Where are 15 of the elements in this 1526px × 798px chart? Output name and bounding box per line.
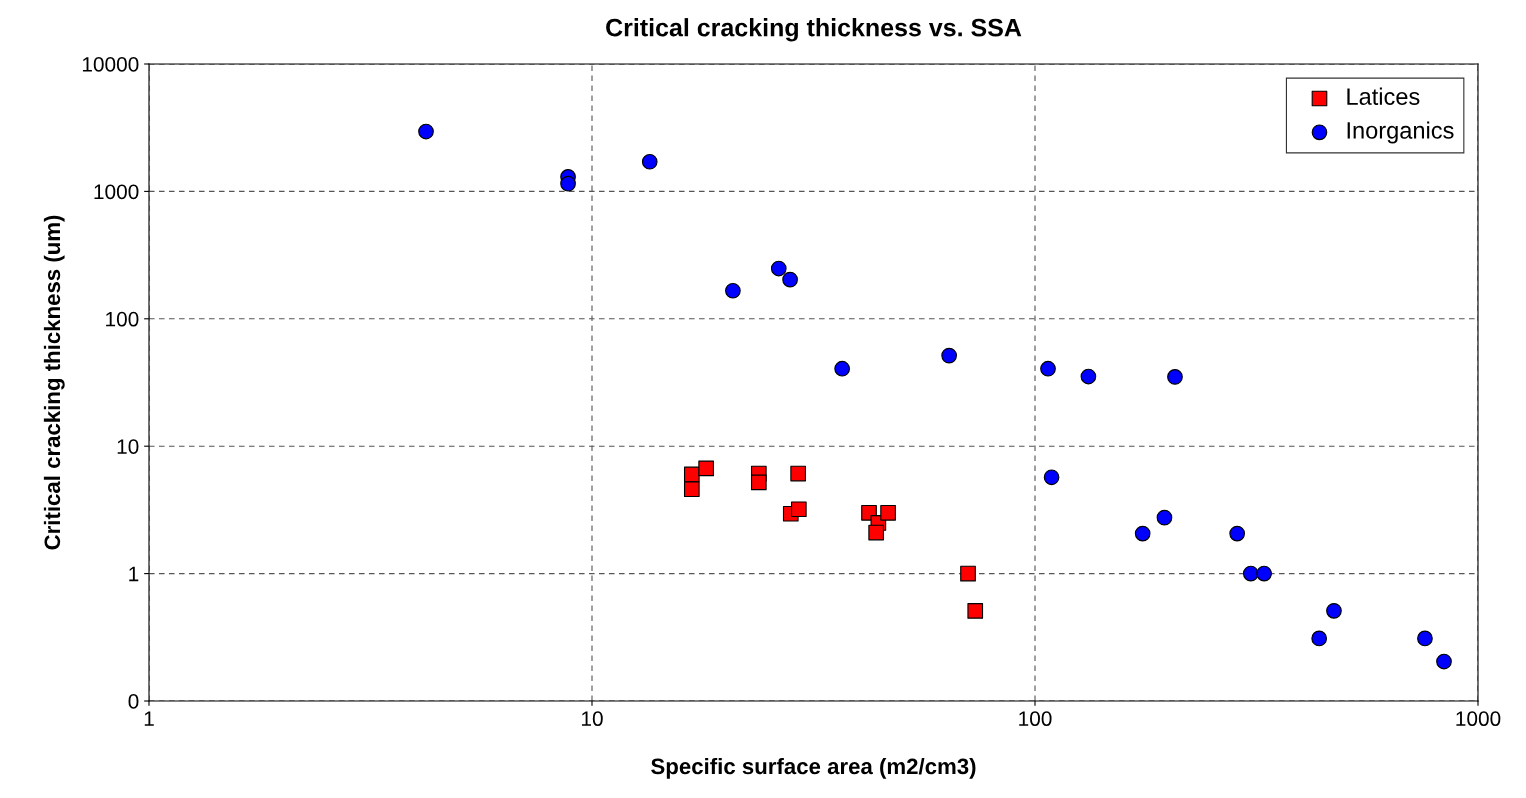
y-tick-label: 100 xyxy=(106,311,139,327)
y-tick-label: 1000 xyxy=(94,184,139,200)
x-tick-label: 100 xyxy=(1019,711,1052,727)
x-axis-title: Specific surface area (m2/cm3) xyxy=(651,757,976,779)
chart-title: Critical cracking thickness vs. SSA xyxy=(606,18,1022,42)
x-tick-label: 1 xyxy=(144,711,154,726)
y-tick-label: 1 xyxy=(129,566,139,582)
x-tick-label: 10 xyxy=(582,711,603,727)
legend-label: Latices xyxy=(1347,87,1420,105)
y-tick-label: 0 xyxy=(128,694,139,709)
x-tick-label: 1000 xyxy=(1456,711,1501,727)
y-tick-label: 10000 xyxy=(82,57,139,72)
y-axis-title: Critical cracking thickness (um) xyxy=(43,215,65,550)
y-tick-label: 10 xyxy=(117,439,139,454)
legend-label: Inorganics xyxy=(1347,121,1454,144)
